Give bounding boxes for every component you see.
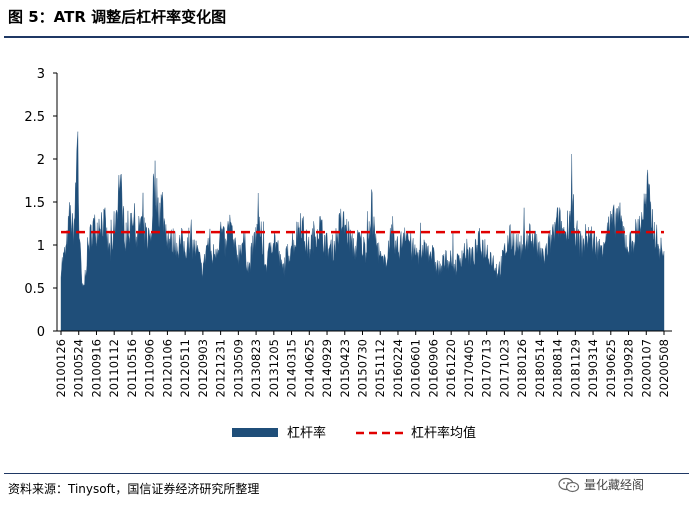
y-tick-label: 2 bbox=[37, 153, 45, 168]
y-tick-label: 0.5 bbox=[24, 282, 45, 297]
legend-label-area: 杠杆率 bbox=[287, 425, 326, 441]
x-tick-label: 20110516 bbox=[125, 339, 139, 398]
x-tick-label: 20100916 bbox=[89, 339, 103, 398]
x-tick-label: 20110906 bbox=[143, 339, 157, 398]
y-tick-label: 2.5 bbox=[24, 110, 45, 125]
x-tick-label: 20160601 bbox=[409, 339, 423, 398]
x-tick-label: 20120903 bbox=[196, 339, 210, 398]
x-tick-label: 20130509 bbox=[231, 339, 245, 398]
watermark: 量化藏经阁 bbox=[558, 476, 644, 493]
x-tick-label: 20151112 bbox=[373, 339, 387, 398]
x-tick-label: 20160224 bbox=[391, 339, 405, 398]
series-area-leverage bbox=[60, 131, 665, 332]
x-tick-label: 20110112 bbox=[107, 339, 121, 398]
x-tick-label: 20130823 bbox=[249, 339, 263, 398]
y-tick-label: 0 bbox=[37, 325, 45, 340]
x-tick-label: 20190314 bbox=[586, 339, 600, 398]
watermark-text: 量化藏经阁 bbox=[584, 478, 645, 492]
x-tick-label: 20100524 bbox=[72, 339, 86, 398]
x-tick-label: 20190625 bbox=[604, 339, 618, 398]
x-tick-label: 20150423 bbox=[338, 339, 352, 398]
legend: 杠杆率 杠杆率均值 bbox=[232, 425, 476, 441]
x-tick-label: 20140929 bbox=[320, 339, 334, 398]
x-tick-label: 20171023 bbox=[497, 339, 511, 398]
x-tick-label: 20170405 bbox=[462, 339, 476, 398]
x-tick-label: 20131205 bbox=[267, 339, 281, 398]
x-tick-label: 20180514 bbox=[533, 339, 547, 398]
x-tick-label: 20140315 bbox=[285, 339, 299, 398]
x-tick-label: 20140625 bbox=[302, 339, 316, 398]
x-tick-label: 20170713 bbox=[480, 339, 494, 398]
x-tick-label: 20181129 bbox=[568, 339, 582, 398]
x-tick-label: 20120511 bbox=[178, 339, 192, 398]
wechat-icon bbox=[558, 477, 580, 492]
y-tick-label: 3 bbox=[37, 67, 45, 82]
x-tick-label: 20180814 bbox=[551, 339, 565, 398]
x-tick-label: 20121231 bbox=[214, 339, 228, 398]
title-rule bbox=[4, 36, 689, 38]
x-tick-label: 20190928 bbox=[622, 339, 636, 398]
leverage-chart: 0 0.5 1 1.5 2 2.5 3 20100126 20100524 20100916 201… bbox=[24, 67, 672, 441]
source-note: 资料来源：Tinysoft，国信证券经济研究所整理 bbox=[8, 482, 260, 496]
x-tick-label: 20100126 bbox=[54, 339, 68, 398]
x-tick-label: 20180126 bbox=[515, 339, 529, 398]
figure-title: 图 5：ATR 调整后杠杆率变化图 bbox=[8, 8, 227, 26]
x-tick-label: 20200508 bbox=[657, 339, 671, 398]
legend-swatch-area bbox=[232, 428, 278, 437]
footer-rule bbox=[4, 473, 689, 474]
x-tick-label: 20160906 bbox=[426, 339, 440, 398]
x-tick-label: 20161220 bbox=[444, 339, 458, 398]
y-tick-label: 1 bbox=[37, 239, 45, 254]
legend-label-mean: 杠杆率均值 bbox=[411, 425, 476, 441]
y-tick-label: 1.5 bbox=[24, 196, 45, 211]
x-tick-label: 20120106 bbox=[160, 339, 174, 398]
x-tick-label: 20150730 bbox=[356, 339, 370, 398]
x-tick-label: 20200107 bbox=[639, 339, 653, 398]
plot-area: 0 0.5 1 1.5 2 2.5 3 20100126 20100524 20100916 201… bbox=[24, 67, 672, 398]
